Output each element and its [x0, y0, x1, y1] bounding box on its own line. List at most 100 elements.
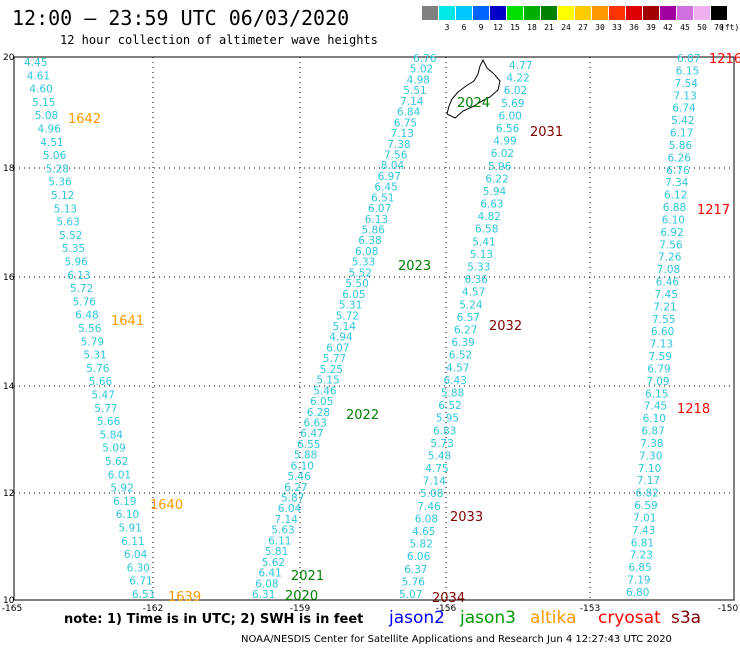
wave-height-value: 6.07	[368, 203, 391, 215]
wave-height-value: 5.25	[320, 364, 343, 376]
wave-height-value: 6.11	[121, 536, 144, 548]
legend-swatch	[660, 6, 676, 20]
wave-height-value: 5.28	[46, 163, 69, 175]
wave-height-value: 5.56	[78, 323, 102, 335]
wave-height-value: 6.00	[499, 110, 522, 122]
page-title: 12:00 – 23:59 UTC 06/03/2020	[12, 6, 350, 30]
wave-height-value: 6.19	[113, 496, 136, 508]
pass-label: 2022	[346, 408, 379, 423]
wave-height-value: 7.14	[423, 476, 447, 488]
wave-height-value: 5.52	[349, 267, 372, 279]
legend-unit: (ft)	[720, 23, 740, 32]
wave-height-value: 6.15	[676, 65, 699, 77]
wave-height-value: 6.41	[258, 568, 281, 580]
wave-height-value: 6.43	[444, 375, 467, 387]
legend-swatch	[677, 6, 693, 20]
wave-height-value: 6.26	[668, 152, 692, 164]
wave-height-value: 4.75	[425, 463, 448, 475]
legend-swatch	[473, 6, 489, 20]
pass-labels: 1642 1641 1640 1639 2024 2023 2022 2021 2020 2031…	[68, 52, 740, 606]
wave-height-value: 5.76	[73, 296, 97, 308]
wave-height-value: 5.82	[410, 539, 433, 551]
wave-height-value: 8.04	[381, 160, 405, 172]
wave-height-value: 5.86	[669, 140, 693, 152]
wave-height-value: 5.66	[97, 416, 121, 428]
pass-label: 2033	[450, 510, 483, 525]
wave-height-value: 6.37	[404, 564, 427, 576]
wave-height-value: 5.88	[294, 450, 317, 462]
wave-height-value: 5.33	[467, 262, 490, 274]
wave-height-value: 4.96	[38, 124, 62, 136]
pass-label: 2032	[489, 319, 522, 334]
wave-height-value: 6.04	[278, 503, 302, 515]
wave-height-value: 6.11	[268, 535, 291, 547]
wave-height-value: 6.76	[413, 53, 437, 65]
wave-height-value: 7.55	[652, 314, 675, 326]
wave-height-value: 5.96	[65, 257, 89, 269]
wave-height-value: 5.15	[316, 375, 339, 387]
wave-height-value: 7.56	[384, 150, 408, 162]
wave-height-value: 5.91	[119, 523, 142, 535]
wave-height-value: 5.47	[92, 390, 115, 402]
legend-swatch	[592, 6, 608, 20]
wave-height-value: 6.10	[643, 413, 666, 425]
wave-height-value: 7.38	[387, 139, 410, 151]
wave-height-value: 6.39	[451, 337, 474, 349]
wave-height-value: 7.54	[675, 78, 699, 90]
wave-height-value: 7.09	[646, 376, 669, 388]
wave-height-value: 5.08	[35, 110, 58, 122]
wave-height-value: 7.34	[665, 177, 689, 189]
legend-swatch	[541, 6, 557, 20]
wave-height-value: 5.95	[436, 413, 459, 425]
wave-height-value: 7.59	[649, 351, 672, 363]
wave-height-value: 6.87	[641, 426, 664, 438]
wave-height-value: 5.02	[410, 64, 433, 76]
wave-height-value: 6.02	[504, 85, 527, 97]
wave-height-value: 6.57	[457, 312, 480, 324]
wave-height-value: 5.92	[110, 483, 133, 495]
wave-height-value: 7.26	[658, 252, 682, 264]
wave-height-value: 6.06	[407, 551, 431, 563]
wave-height-value: 4.99	[493, 136, 516, 148]
wave-height-value: 5.79	[81, 336, 104, 348]
wave-height-value: 4.57	[462, 287, 485, 299]
wave-height-value: 6.79	[647, 364, 670, 376]
wave-height-value: 4.51	[40, 137, 63, 149]
pass-label: 2031	[530, 125, 563, 140]
wave-height-value: 6.51	[371, 192, 394, 204]
lon-tick-label: -165	[2, 604, 22, 614]
wave-height-value: 5.77	[94, 403, 117, 415]
wave-height-value: 6.75	[394, 117, 417, 129]
wave-height-value: 5.50	[345, 278, 368, 290]
pass-label: 2021	[291, 569, 324, 584]
wave-height-value: 7.30	[639, 450, 662, 462]
pass-label: 1639	[168, 590, 201, 605]
lat-tick-label: 10	[3, 596, 15, 606]
wave-height-value: 5.08	[420, 488, 443, 500]
pass-label: 1641	[111, 314, 144, 329]
wave-height-value: 6.02	[491, 148, 514, 160]
wave-height-value: 7.14	[275, 514, 299, 526]
wave-height-value: 6.12	[664, 190, 687, 202]
legend-swatch	[711, 6, 727, 20]
wave-height-value: 6.08	[355, 246, 378, 258]
legend-swatch	[422, 6, 438, 20]
wave-height-value: 5.15	[32, 97, 55, 109]
pass-label: 1218	[677, 402, 710, 417]
wave-height-value: 5.14	[333, 321, 357, 333]
wave-height-value: 5.51	[403, 85, 426, 97]
wave-height-value: 5.69	[501, 98, 524, 110]
island-coastline	[446, 58, 501, 119]
wave-height-value: 5.41	[472, 236, 495, 248]
pass-label: 1217	[697, 203, 730, 218]
wave-height-value: 5.94	[483, 186, 507, 198]
wave-height-value: 7.21	[653, 301, 676, 313]
wave-height-value: 4.65	[412, 526, 435, 538]
wave-height-value: 5.13	[470, 249, 493, 261]
wave-height-value: 5.06	[43, 150, 67, 162]
wave-height-value: 4.77	[509, 60, 532, 72]
wave-height-value: 5.87	[281, 493, 304, 505]
map-frame	[13, 56, 735, 601]
lon-tick-label: -150	[718, 604, 739, 614]
wave-height-value: 6.27	[454, 325, 477, 337]
